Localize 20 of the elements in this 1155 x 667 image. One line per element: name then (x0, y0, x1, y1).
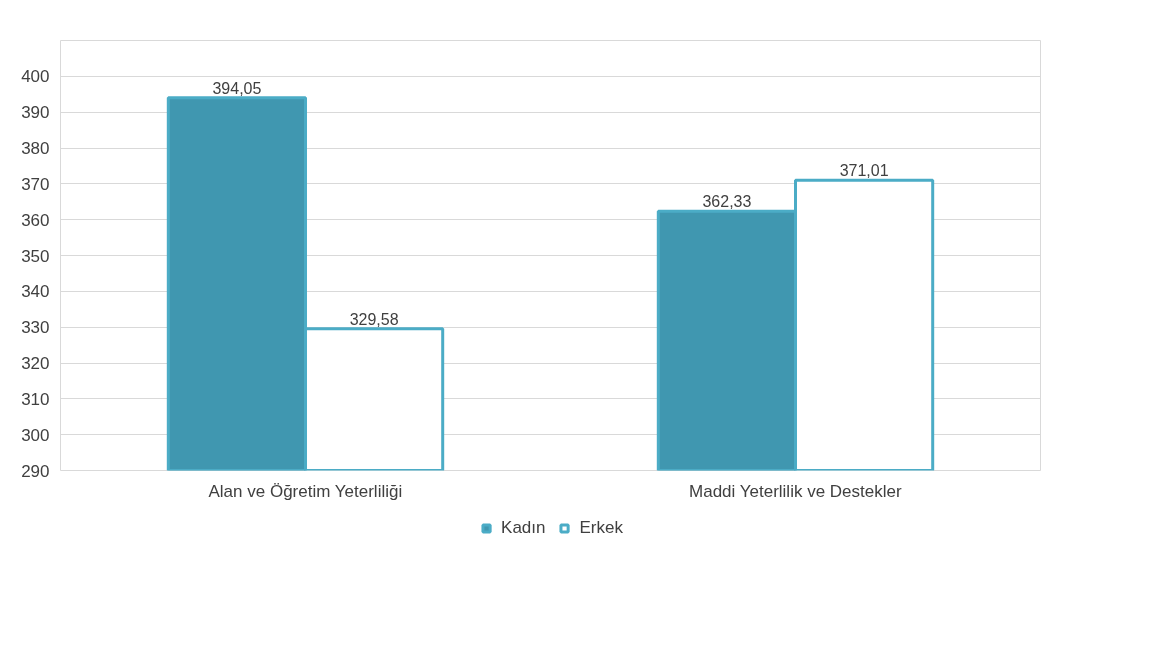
y-tick-label: 290 (21, 461, 50, 481)
y-tick-label: 400 (21, 67, 50, 87)
y-tick-label: 310 (21, 389, 50, 409)
y-tick-label: 300 (21, 425, 50, 445)
y-tick-label: 370 (21, 174, 50, 194)
y-tick-label: 360 (21, 210, 50, 230)
data-label: 329,58 (349, 310, 399, 328)
y-tick-label: 330 (21, 318, 50, 338)
y-tick-label: 340 (21, 282, 50, 302)
legend-label: Kadın (501, 518, 546, 538)
y-tick-label: 320 (21, 354, 50, 373)
x-tick-label: Maddi Yeterlilik ve Destekler (689, 481, 902, 501)
x-tick-label: Alan ve Öğretim Yeterliliği (208, 481, 403, 501)
data-label: 362,33 (702, 193, 752, 211)
y-tick-label: 390 (21, 103, 50, 123)
y-tick-label: 350 (21, 246, 50, 266)
data-label: 394,05 (212, 79, 262, 97)
legend-label: Erkek (579, 518, 623, 538)
data-label: 371,01 (839, 162, 889, 180)
y-tick-label: 380 (21, 139, 50, 158)
